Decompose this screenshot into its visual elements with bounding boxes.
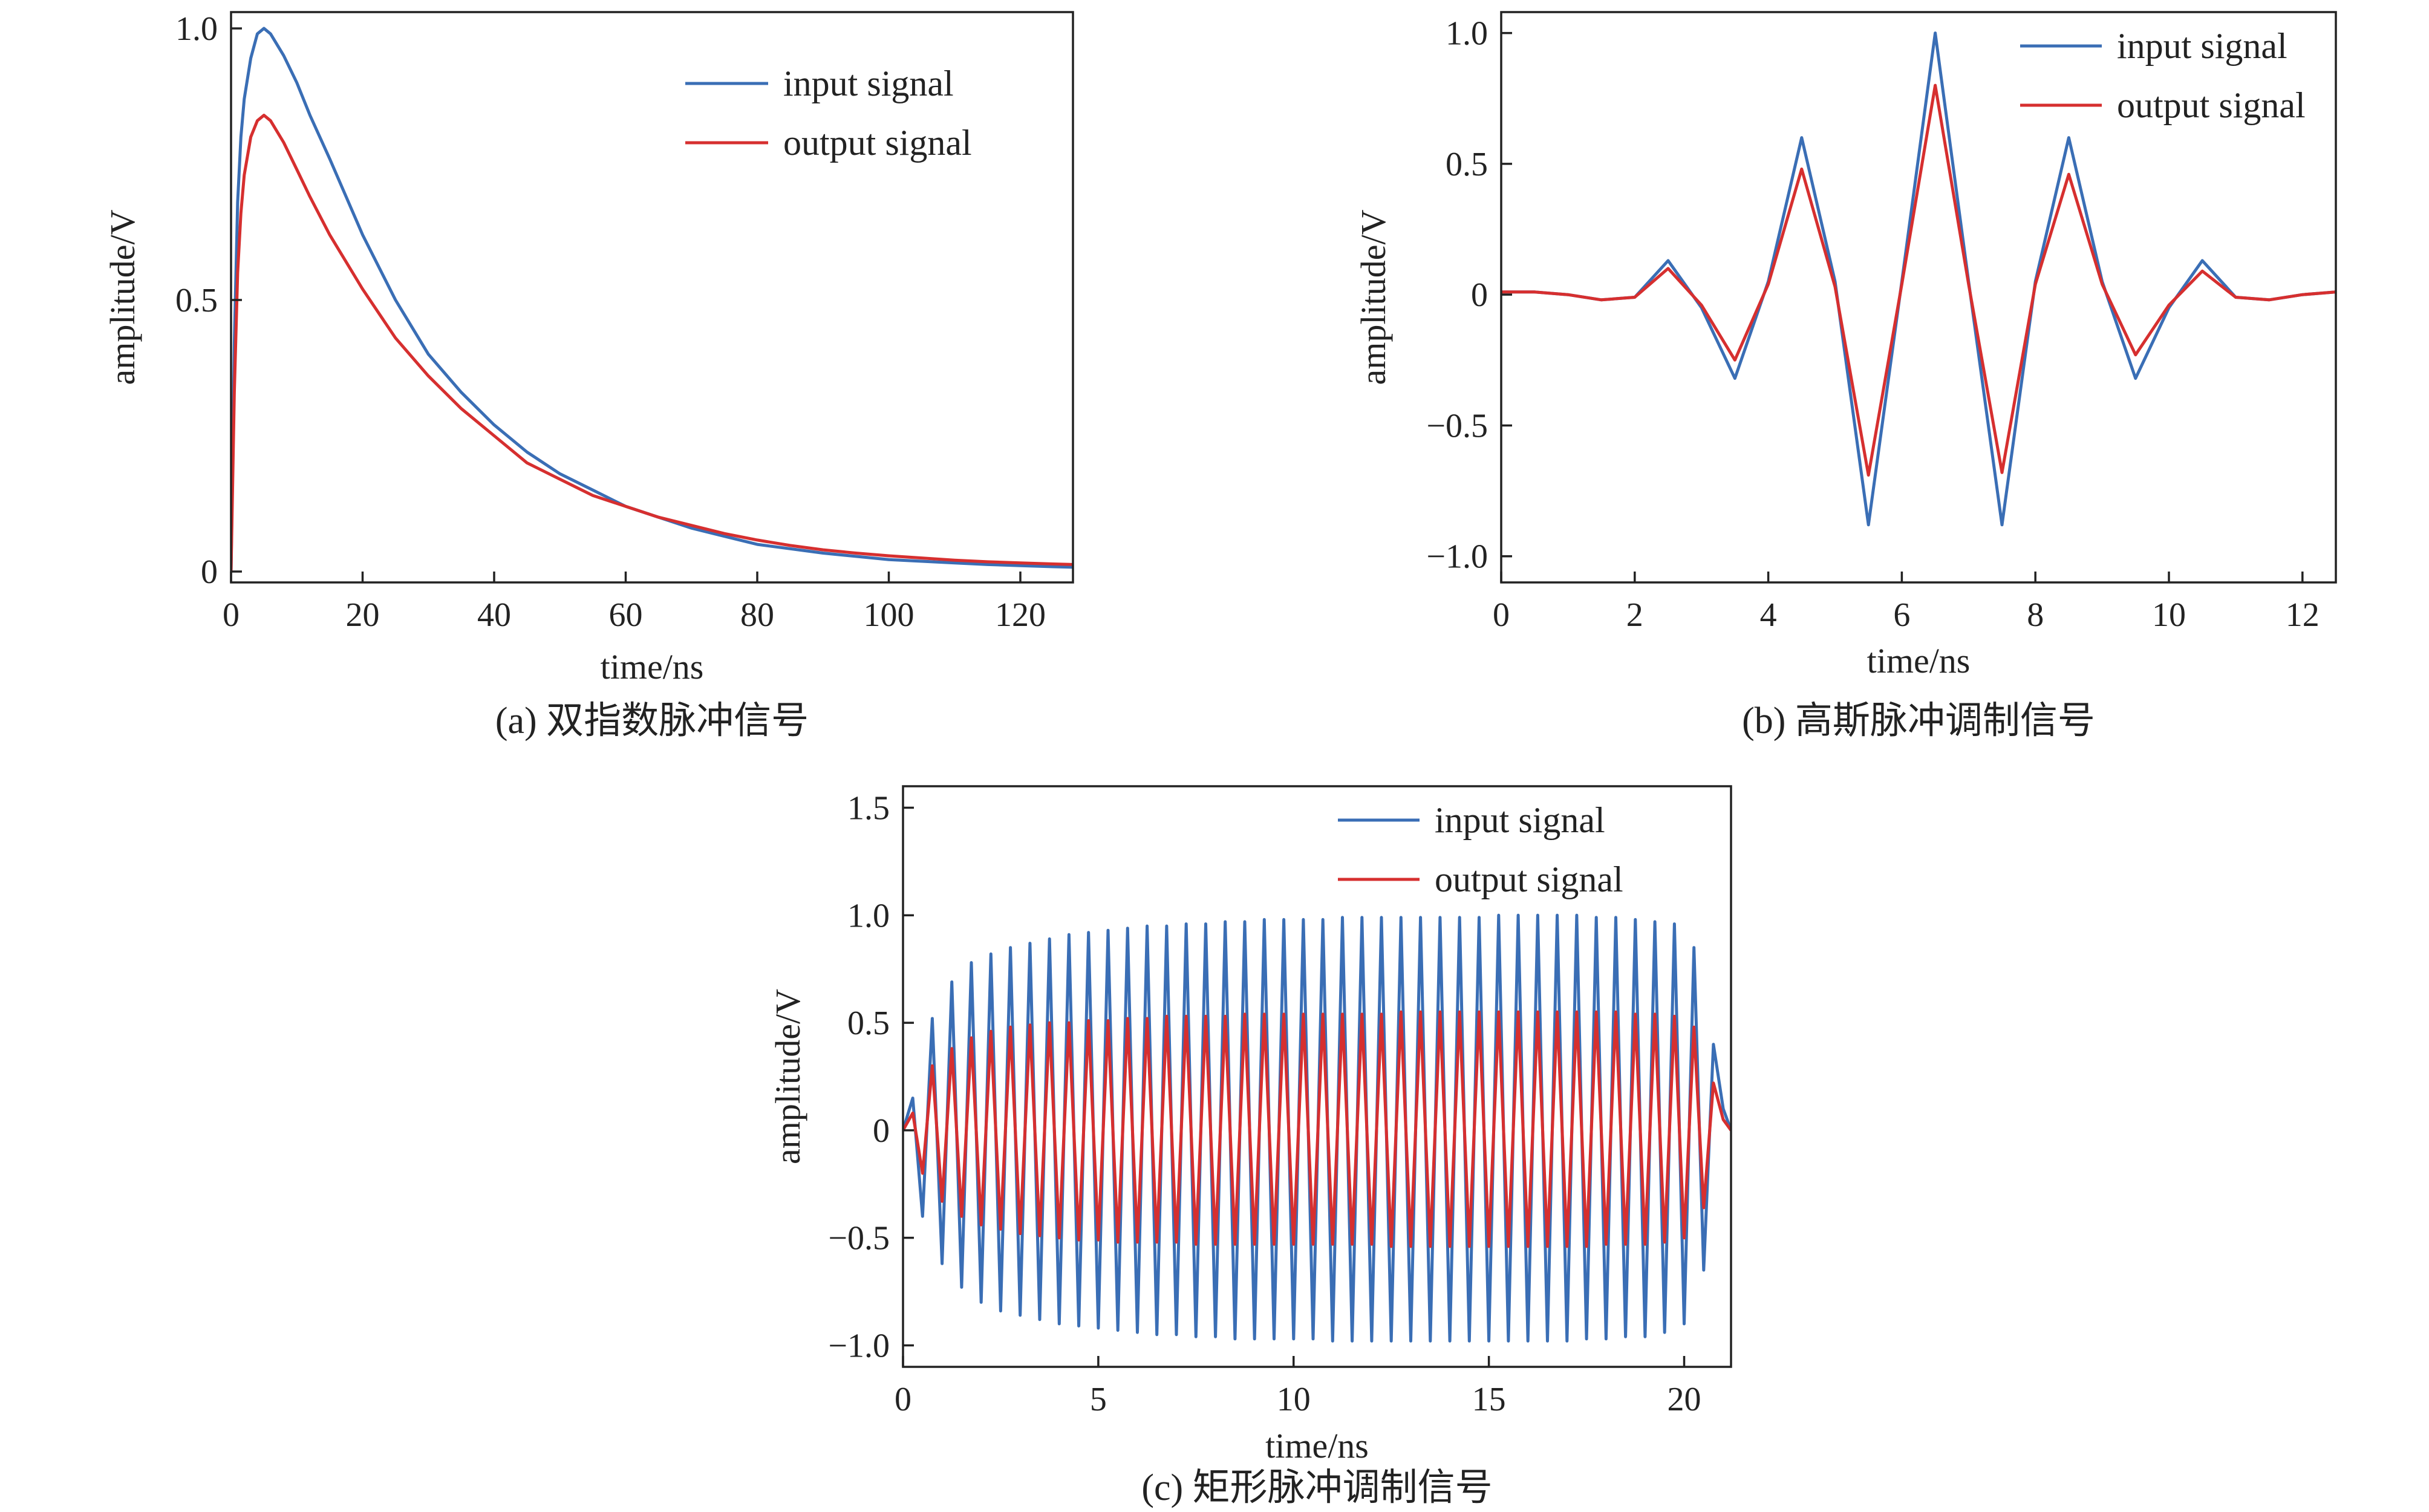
series-line-output: [1501, 83, 2336, 477]
y-tick-label: 1.0: [175, 10, 218, 48]
chart-caption: (c) 矩形脉冲调制信号: [1141, 1467, 1492, 1508]
y-tick-label: 1.0: [1446, 15, 1488, 53]
x-tick-label: 8: [2027, 596, 2044, 634]
legend-label-input: input signal: [783, 64, 954, 103]
x-tick-label: 10: [2152, 596, 2186, 634]
x-tick-label: 6: [1893, 596, 1910, 634]
x-tick-label: 20: [346, 596, 380, 634]
x-tick-label: 20: [1668, 1381, 1701, 1418]
y-axis-label: amplitude/V: [1354, 209, 1393, 385]
series-line-output: [903, 1010, 1731, 1248]
y-tick-label: −0.5: [1426, 407, 1488, 445]
y-tick-label: −1.0: [1426, 538, 1488, 576]
y-tick-label: 0: [873, 1112, 890, 1150]
x-tick-label: 15: [1472, 1381, 1506, 1418]
y-tick-label: 1.0: [847, 897, 890, 934]
x-tick-label: 2: [1626, 596, 1643, 634]
legend-label-output: output signal: [783, 123, 972, 163]
x-tick-label: 12: [2286, 596, 2320, 634]
x-tick-label: 120: [995, 596, 1046, 634]
x-tick-label: 0: [223, 596, 240, 634]
plot-frame: [1500, 11, 2337, 584]
y-tick-label: −1.0: [828, 1327, 890, 1364]
y-axis-label: amplitude/V: [103, 209, 142, 385]
x-tick-label: 100: [864, 596, 915, 634]
y-tick-label: −0.5: [828, 1220, 890, 1257]
x-tick-label: 80: [740, 596, 774, 634]
x-tick-label: 40: [477, 596, 511, 634]
y-axis-label: amplitude/V: [768, 989, 807, 1164]
legend-label-input: input signal: [2117, 26, 2287, 66]
chart-panel-c: 0 5 10 15 20 −1.0 −0.5 0 0.5 1.0 1.5 time/ns amplitu…: [768, 785, 1732, 1508]
x-tick-label: 10: [1277, 1381, 1311, 1418]
legend-label-input: input signal: [1435, 800, 1605, 840]
chart-caption: (b) 高斯脉冲调制信号: [1742, 700, 2095, 741]
chart-panel-a: 0 20 40 60 80 100 120 0 0.5 1.0 time/ns amplitude/V…: [103, 10, 1074, 741]
x-tick-label: 0: [895, 1381, 911, 1418]
x-tick-label: 0: [1493, 596, 1510, 634]
x-tick-label: 5: [1090, 1381, 1107, 1418]
y-tick-label: 0: [201, 553, 218, 591]
x-axis-label: time/ns: [1867, 641, 1971, 680]
y-tick-label: 0.5: [1446, 146, 1488, 183]
chart-caption: (a) 双指数脉冲信号: [495, 700, 809, 741]
x-axis-label: time/ns: [1265, 1426, 1369, 1465]
x-axis-label: time/ns: [601, 647, 704, 686]
plot-frame: [230, 11, 1074, 584]
legend-label-output: output signal: [2117, 85, 2306, 125]
x-tick-label: 60: [609, 596, 643, 634]
series-line-output: [231, 114, 1073, 572]
x-tick-label: 4: [1760, 596, 1777, 634]
plot-frame: [902, 785, 1732, 1368]
chart-panel-b: 0 2 4 6 8 10 12 −1.0 −0.5 0 0.5 1.0 time/ns amplitude…: [1354, 11, 2337, 741]
y-tick-label: 0.5: [847, 1005, 890, 1042]
y-tick-label: 0: [1471, 276, 1488, 314]
y-tick-label: 1.5: [847, 790, 890, 827]
series-line-input: [231, 27, 1073, 572]
y-tick-label: 0.5: [175, 282, 218, 319]
legend-label-output: output signal: [1435, 859, 1623, 899]
